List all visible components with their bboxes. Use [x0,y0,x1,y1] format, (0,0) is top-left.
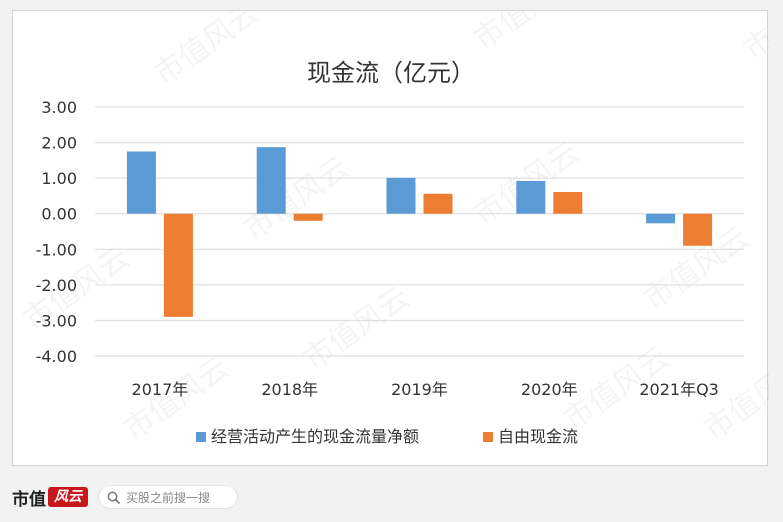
chart-title: 现金流（亿元） [307,59,475,87]
y-tick-label: 3.00 [41,98,77,117]
bar-operating-cash-flow [646,213,676,224]
x-axis-ticks: 2017年 2018年 2019年 2020年 2021年Q3 [132,380,719,399]
bar-free-cash-flow [553,192,583,214]
y-tick-label: 0.00 [41,205,77,224]
y-tick-label: -3.00 [36,311,77,330]
watermark-text: 市值风云 [738,11,769,68]
bar-free-cash-flow [163,213,193,317]
bar-operating-cash-flow [256,147,286,214]
bars [126,147,713,317]
legend-label: 自由现金流 [498,427,578,446]
chart-card: 市值风云市值风云市值风云市值风云市值风云市值风云市值风云市值风云市值风云市值风云… [12,10,769,466]
search-icon [107,491,120,504]
watermark-text: 市值风云 [298,280,416,377]
x-tick-label: 2021年Q3 [639,380,719,399]
watermark-text: 市值风云 [148,11,266,93]
x-tick-label: 2019年 [391,380,448,399]
y-axis-ticks: 3.00 2.00 1.00 0.00 -1.00 -2.00 -3.00 -4.00 [36,98,77,366]
bar-operating-cash-flow [386,177,416,214]
logo-text: 市值 [12,489,46,510]
bar-free-cash-flow [293,213,323,221]
legend-swatch [196,432,206,442]
y-tick-label: -1.00 [36,240,77,259]
brand-logo[interactable]: 市值 风云 [12,484,88,510]
gridlines [95,106,744,357]
y-tick-label: -2.00 [36,276,77,295]
y-tick-label: 1.00 [41,169,77,188]
bar-operating-cash-flow [126,151,156,214]
legend-swatch [483,432,493,442]
footer: 市值 风云 买股之前搜一搜 [0,476,783,522]
y-tick-label: -4.00 [36,347,77,366]
bar-free-cash-flow [423,193,453,214]
x-tick-label: 2017年 [132,380,189,399]
watermark-text: 市值风云 [238,150,356,247]
x-tick-label: 2020年 [521,380,578,399]
logo-mark: 风云 [48,487,88,507]
search-box[interactable]: 买股之前搜一搜 [98,485,238,509]
bar-operating-cash-flow [516,180,546,214]
legend: 经营活动产生的现金流量净额 自由现金流 [196,427,578,446]
legend-label: 经营活动产生的现金流量净额 [211,427,419,446]
y-tick-label: 2.00 [41,134,77,153]
search-placeholder: 买股之前搜一搜 [126,490,211,505]
bar-free-cash-flow [683,213,713,246]
chart: 市值风云市值风云市值风云市值风云市值风云市值风云市值风云市值风云市值风云市值风云… [18,11,769,448]
x-tick-label: 2018年 [261,380,318,399]
watermark-text: 市值风云 [468,11,586,58]
